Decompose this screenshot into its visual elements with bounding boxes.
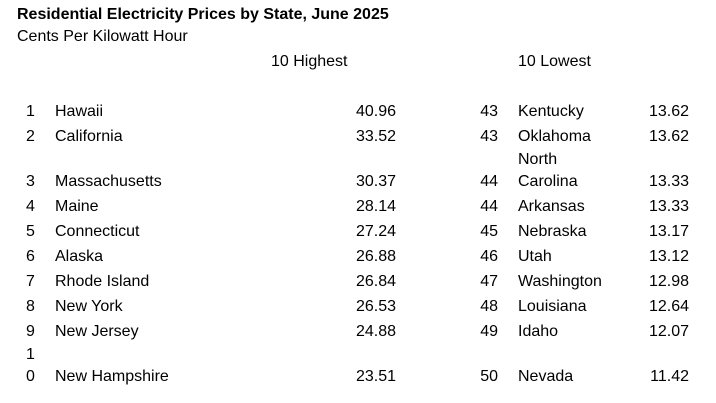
highest-price: 23.51 [355, 368, 396, 385]
lowest-state: Nevada [518, 368, 574, 385]
lowest-price: 12.64 [648, 298, 689, 315]
lowest-price: 13.17 [648, 223, 689, 240]
highest-rank: 2 [26, 128, 35, 145]
lowest-price: 11.42 [650, 368, 689, 385]
lowest-price: 13.62 [648, 128, 689, 145]
lowest-state: Idaho [518, 323, 559, 340]
lowest-price: 12.98 [648, 273, 689, 290]
highest-rank-line2: 0 [26, 368, 35, 385]
lowest-price: 13.62 [648, 103, 689, 120]
lowest-state: Utah [518, 248, 552, 265]
lowest-price: 13.12 [648, 248, 689, 265]
lowest-rank: 43 [480, 128, 498, 145]
lowest-rank: 45 [480, 223, 498, 240]
highest-price: 28.14 [355, 198, 396, 215]
lowest-rank: 49 [480, 323, 498, 340]
highest-state: New Hampshire [55, 368, 169, 385]
lowest-rank: 43 [480, 103, 498, 120]
highest-rank: 5 [26, 223, 35, 240]
lowest-rank: 47 [480, 273, 498, 290]
highest-state: Alaska [55, 248, 104, 265]
lowest-rank: 48 [480, 298, 498, 315]
highest-state: Hawaii [55, 103, 104, 120]
highest-rank: 9 [26, 323, 35, 340]
highest-state: New York [55, 298, 123, 315]
page-title: Residential Electricity Prices by State,… [17, 6, 389, 23]
lowest-rank: 44 [480, 198, 498, 215]
lowest-state: Oklahoma [518, 128, 591, 145]
highest-price: 26.88 [355, 248, 396, 265]
lowest-rank: 44 [480, 173, 498, 190]
lowest-price: 12.07 [648, 323, 689, 340]
lowest-state: Kentucky [518, 103, 584, 120]
highest-state: Massachusetts [55, 173, 162, 190]
highest-rank: 8 [26, 298, 35, 315]
lowest-state-line1: North [518, 151, 558, 168]
highest-price: 24.88 [355, 323, 396, 340]
highest-header: 10 Highest [271, 53, 348, 70]
page-subtitle: Cents Per Kilowatt Hour [17, 28, 188, 45]
highest-price: 26.84 [355, 273, 396, 290]
highest-price: 26.53 [355, 298, 396, 315]
highest-price: 33.52 [355, 128, 396, 145]
highest-price: 30.37 [355, 173, 396, 190]
lowest-rank: 50 [480, 368, 498, 385]
lowest-state: Washington [518, 273, 602, 290]
highest-state: New Jersey [55, 323, 139, 340]
lowest-state: Nebraska [518, 223, 587, 240]
lowest-state: Arkansas [518, 198, 585, 215]
lowest-price: 13.33 [648, 198, 689, 215]
highest-rank: 1 [26, 103, 35, 120]
lowest-header: 10 Lowest [518, 53, 591, 70]
lowest-rank: 46 [480, 248, 498, 265]
highest-rank: 7 [26, 273, 35, 290]
highest-state: Rhode Island [55, 273, 150, 290]
lowest-price: 13.33 [648, 173, 689, 190]
highest-rank: 4 [26, 198, 35, 215]
highest-state: Connecticut [55, 223, 140, 240]
highest-rank: 6 [26, 248, 35, 265]
highest-price: 40.96 [355, 103, 396, 120]
lowest-state: Louisiana [518, 298, 587, 315]
highest-state: California [55, 128, 123, 145]
highest-state: Maine [55, 198, 99, 215]
lowest-state-line2: Carolina [518, 173, 578, 190]
highest-rank-line1: 1 [26, 346, 35, 363]
highest-rank: 3 [26, 173, 35, 190]
highest-price: 27.24 [355, 223, 396, 240]
